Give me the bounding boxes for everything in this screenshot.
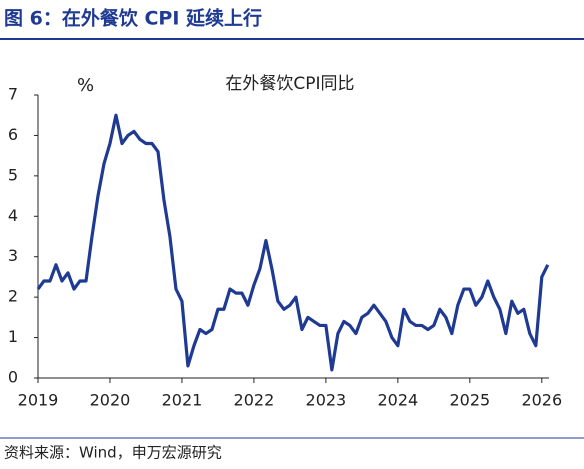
y-tick-label: 6	[8, 125, 18, 144]
y-tick-label: 5	[8, 165, 18, 184]
figure-title: 图 6：在外餐饮 CPI 延续上行	[4, 7, 262, 30]
y-tick-label: 1	[8, 327, 18, 346]
x-tick-label: 2024	[377, 391, 418, 410]
series-line	[36, 113, 550, 372]
y-tick-label: 4	[8, 206, 18, 225]
x-tick-label: 2019	[18, 391, 59, 410]
x-tick-label: 2023	[306, 391, 347, 410]
y-tick-label: 7	[8, 85, 18, 104]
y-tick-label: 2	[8, 287, 18, 306]
y-tick-label: 3	[8, 246, 18, 265]
series-label: 在外餐饮CPI同比	[225, 74, 354, 94]
x-tick-label: 2022	[234, 391, 275, 410]
x-tick-label: 2026	[521, 391, 562, 410]
y-tick-label: 0	[8, 368, 18, 387]
source-note: 资料来源：Wind，申万宏源研究	[4, 444, 222, 462]
x-tick-label: 2021	[162, 391, 203, 410]
x-tick-label: 2025	[449, 391, 490, 410]
x-tick-label: 2020	[90, 391, 131, 410]
y-axis-label: %	[77, 75, 94, 96]
